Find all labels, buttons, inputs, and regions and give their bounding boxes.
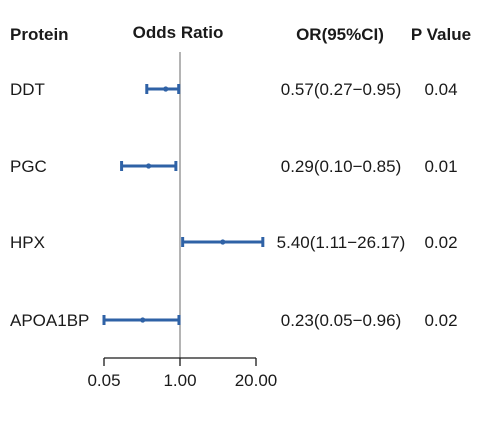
x-tick-label: 20.00 xyxy=(235,371,278,390)
or-point xyxy=(140,317,146,323)
or-point xyxy=(220,239,226,245)
p-value-header: P Value xyxy=(411,25,471,44)
or-ci-value: 5.40(1.11−26.17) xyxy=(277,233,406,252)
protein-label: APOA1BP xyxy=(10,311,89,330)
p-value: 0.01 xyxy=(424,157,457,176)
odds-ratio-header: Odds Ratio xyxy=(133,23,224,42)
x-tick-label: 0.05 xyxy=(87,371,120,390)
forest-rows: DDT 0.57(0.27−0.95) 0.04 PGC 0.29(0.10−0.85)… xyxy=(10,52,458,358)
or-ci-value: 0.23(0.05−0.96) xyxy=(281,311,402,330)
or-ci-header: OR(95%CI) xyxy=(296,25,384,44)
protein-label: DDT xyxy=(10,80,45,99)
protein-label: HPX xyxy=(10,233,45,252)
p-value: 0.04 xyxy=(424,80,457,99)
protein-header: Protein xyxy=(10,25,69,44)
protein-label: PGC xyxy=(10,157,47,176)
or-ci-value: 0.57(0.27−0.95) xyxy=(281,80,402,99)
p-value: 0.02 xyxy=(424,311,457,330)
p-value: 0.02 xyxy=(424,233,457,252)
x-axis: 0.05 1.00 20.00 xyxy=(87,357,278,390)
or-ci-value: 0.29(0.10−0.85) xyxy=(281,157,402,176)
x-tick-label: 1.00 xyxy=(163,371,196,390)
or-point xyxy=(163,86,169,92)
or-point xyxy=(145,163,152,169)
